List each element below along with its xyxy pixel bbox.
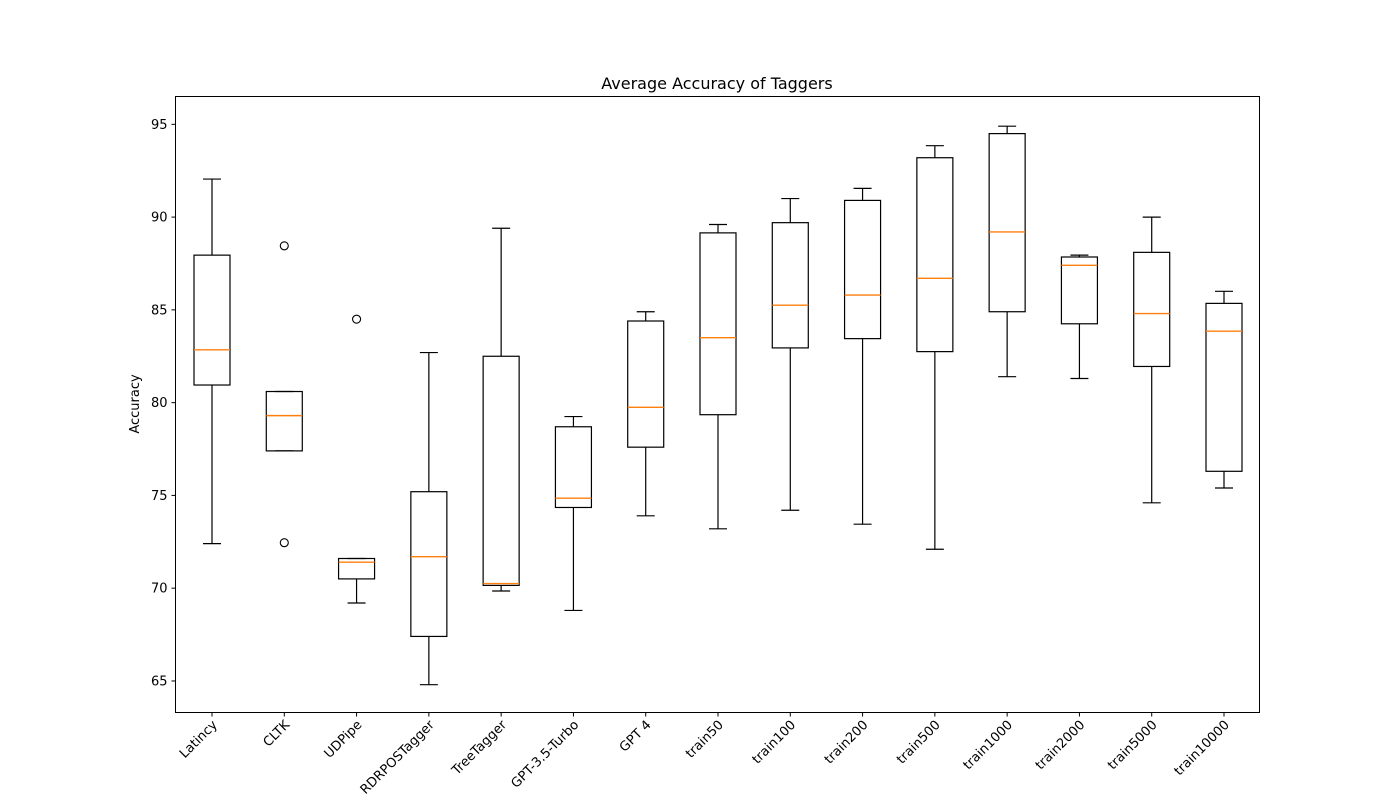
outlier-point — [279, 241, 289, 251]
chart-title: Average Accuracy of Taggers — [601, 74, 832, 93]
y-tick-label: 65 — [151, 674, 168, 689]
x-tick-label: train1000 — [961, 718, 1016, 773]
outlier-point — [352, 314, 362, 324]
x-tick-label: GPT 4 — [617, 718, 655, 756]
x-tick-label: Latincy — [177, 718, 221, 762]
iqr-box — [699, 232, 737, 416]
x-tick-label: CLTK — [261, 717, 294, 750]
box-Latincy — [193, 178, 231, 545]
box-TreeTagger — [482, 227, 520, 592]
x-tick-label: train50 — [683, 718, 727, 762]
x-tick-label: RDRPOSTagger — [358, 717, 438, 797]
iqr-box — [337, 557, 376, 580]
box-train50 — [699, 223, 737, 530]
box-train5000 — [1133, 216, 1171, 504]
box-train100 — [771, 197, 809, 511]
box-RDRPOSTagger — [410, 351, 448, 686]
x-tick-label: train5000 — [1105, 718, 1160, 773]
x-tick-label: TreeTagger — [449, 717, 511, 779]
iqr-box — [554, 426, 593, 509]
x-tick-label: GPT-3.5-Turbo — [509, 718, 583, 792]
iqr-box — [988, 133, 1026, 313]
iqr-box — [265, 390, 303, 452]
outlier-point — [279, 538, 289, 548]
box-train1000 — [988, 125, 1026, 378]
box-train200 — [843, 187, 882, 525]
y-axis: 65 70 75 80 85 90 95 — [151, 118, 176, 689]
box-train500 — [916, 145, 954, 550]
y-tick-label: 75 — [151, 489, 168, 504]
y-tick-label: 85 — [151, 303, 168, 318]
x-tick-label: train100 — [750, 718, 800, 768]
iqr-box — [916, 157, 954, 353]
iqr-box — [771, 222, 809, 349]
iqr-box — [843, 199, 882, 340]
box-train10000 — [1205, 290, 1243, 489]
iqr-box — [1133, 251, 1171, 368]
y-tick-label: 80 — [151, 396, 168, 411]
plot-area-frame — [175, 96, 1260, 713]
iqr-box — [627, 320, 665, 448]
x-tick-label: train2000 — [1033, 718, 1088, 773]
box-CLTK — [265, 241, 303, 548]
x-tick-label: train200 — [822, 718, 872, 768]
box-GPT-3.5-Turbo — [554, 415, 593, 612]
y-axis-label: Accuracy — [128, 374, 143, 434]
iqr-box — [1205, 302, 1243, 472]
y-tick-label: 95 — [151, 118, 168, 133]
x-tick-label: train500 — [894, 718, 944, 768]
box-UDPipe — [337, 314, 376, 604]
y-tick-label: 90 — [151, 211, 168, 226]
iqr-box — [193, 254, 231, 386]
x-tick-label: train10000 — [1172, 718, 1233, 779]
iqr-box — [482, 355, 520, 587]
box-train2000 — [1060, 254, 1099, 380]
iqr-box — [410, 491, 448, 638]
y-tick-label: 70 — [151, 582, 168, 597]
x-tick-label: UDPipe — [322, 718, 366, 762]
box-GPT 4 — [627, 311, 665, 517]
iqr-box — [1060, 256, 1099, 325]
boxes-group — [193, 125, 1243, 686]
